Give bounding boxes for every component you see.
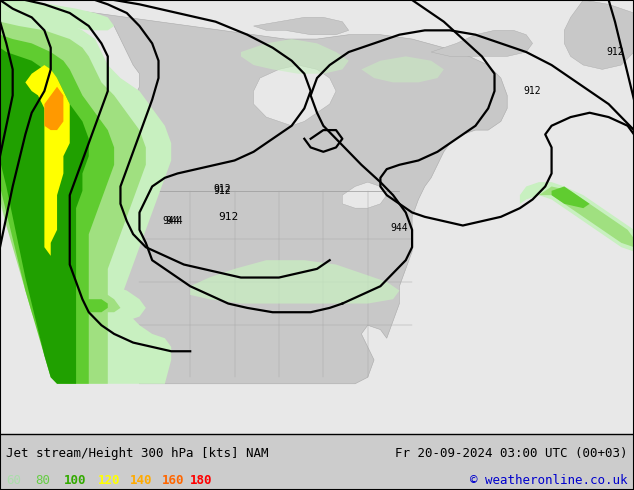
- Text: Jet stream/Height 300 hPa [kts] NAM: Jet stream/Height 300 hPa [kts] NAM: [6, 447, 269, 460]
- Polygon shape: [361, 56, 444, 82]
- Text: 912: 912: [218, 212, 238, 222]
- Text: 912: 912: [524, 86, 541, 96]
- Polygon shape: [25, 65, 70, 256]
- Polygon shape: [431, 30, 533, 56]
- Text: © weatheronline.co.uk: © weatheronline.co.uk: [470, 474, 628, 487]
- Text: 912: 912: [213, 186, 231, 196]
- Polygon shape: [0, 9, 171, 384]
- Polygon shape: [190, 260, 399, 303]
- Polygon shape: [254, 65, 336, 126]
- Polygon shape: [254, 17, 349, 35]
- Text: 120: 120: [98, 474, 120, 487]
- Polygon shape: [76, 299, 108, 312]
- Polygon shape: [0, 35, 114, 384]
- Polygon shape: [0, 48, 89, 384]
- Text: 944: 944: [391, 222, 408, 233]
- Text: 60: 60: [6, 474, 22, 487]
- Polygon shape: [0, 22, 146, 384]
- Polygon shape: [241, 39, 349, 74]
- Polygon shape: [63, 286, 146, 321]
- Polygon shape: [70, 295, 120, 312]
- Bar: [0, 0, 634, 434]
- Text: 180: 180: [190, 474, 212, 487]
- Text: 944: 944: [165, 216, 183, 226]
- Polygon shape: [564, 0, 634, 70]
- Text: 140: 140: [130, 474, 152, 487]
- Polygon shape: [0, 0, 114, 30]
- Text: 912: 912: [213, 184, 231, 194]
- Polygon shape: [552, 187, 590, 208]
- Text: 160: 160: [162, 474, 184, 487]
- Polygon shape: [44, 87, 63, 130]
- Polygon shape: [539, 187, 634, 247]
- Polygon shape: [520, 182, 634, 251]
- Polygon shape: [342, 182, 387, 208]
- Text: 100: 100: [63, 474, 86, 487]
- Text: Fr 20-09-2024 03:00 UTC (00+03): Fr 20-09-2024 03:00 UTC (00+03): [395, 447, 628, 460]
- Text: 912: 912: [606, 47, 624, 57]
- Text: 944: 944: [162, 216, 180, 226]
- Polygon shape: [0, 0, 507, 384]
- Text: 80: 80: [35, 474, 50, 487]
- Bar: [0, 434, 634, 490]
